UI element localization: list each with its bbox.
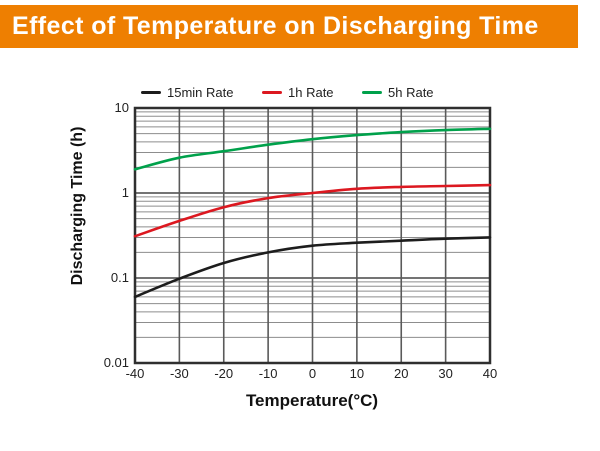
y-tick-label: 0.1 bbox=[110, 270, 129, 285]
x-tick-label: -20 bbox=[214, 366, 234, 381]
y-tick-label: 10 bbox=[114, 100, 129, 115]
x-axis-title: Temperature(°C) bbox=[245, 391, 379, 410]
curve-15min-rate bbox=[133, 236, 492, 299]
legend-line-swatch-15min bbox=[141, 90, 161, 94]
y-tick-label: 0.01 bbox=[103, 355, 129, 370]
x-tick-label: 20 bbox=[394, 366, 409, 381]
chart-title: Effect of Temperature on Discharging Tim… bbox=[12, 12, 539, 40]
x-tick-label: -30 bbox=[169, 366, 189, 381]
legend-label-1h: 1h Rate bbox=[288, 84, 334, 100]
x-tick-label: -10 bbox=[258, 366, 278, 381]
curve-1h-rate bbox=[133, 183, 492, 238]
legend-item-5h-rate: 5h Rate bbox=[362, 84, 434, 100]
legend-line-swatch-1h bbox=[262, 90, 282, 94]
x-tick-label: -40 bbox=[125, 366, 145, 381]
legend-label-15min: 15min Rate bbox=[167, 84, 234, 100]
x-tick-label: 40 bbox=[482, 366, 498, 381]
x-tick-label: 30 bbox=[438, 366, 453, 381]
chart-title-banner: Effect of Temperature on Discharging Tim… bbox=[0, 5, 578, 48]
x-tick-label: 0 bbox=[308, 366, 317, 381]
legend-line-swatch-5h bbox=[362, 90, 382, 94]
legend-label-5h: 5h Rate bbox=[388, 84, 434, 100]
legend: 15min Rate 1h Rate 5h Rate bbox=[0, 84, 600, 100]
legend-item-1h-rate: 1h Rate bbox=[262, 84, 334, 100]
curve-5h-rate bbox=[133, 127, 492, 171]
legend-item-15min-rate: 15min Rate bbox=[141, 84, 233, 100]
x-tick-label: 10 bbox=[349, 366, 365, 381]
y-tick-label: 1 bbox=[121, 185, 129, 200]
y-axis-title: Discharging Time (h) bbox=[69, 126, 86, 286]
